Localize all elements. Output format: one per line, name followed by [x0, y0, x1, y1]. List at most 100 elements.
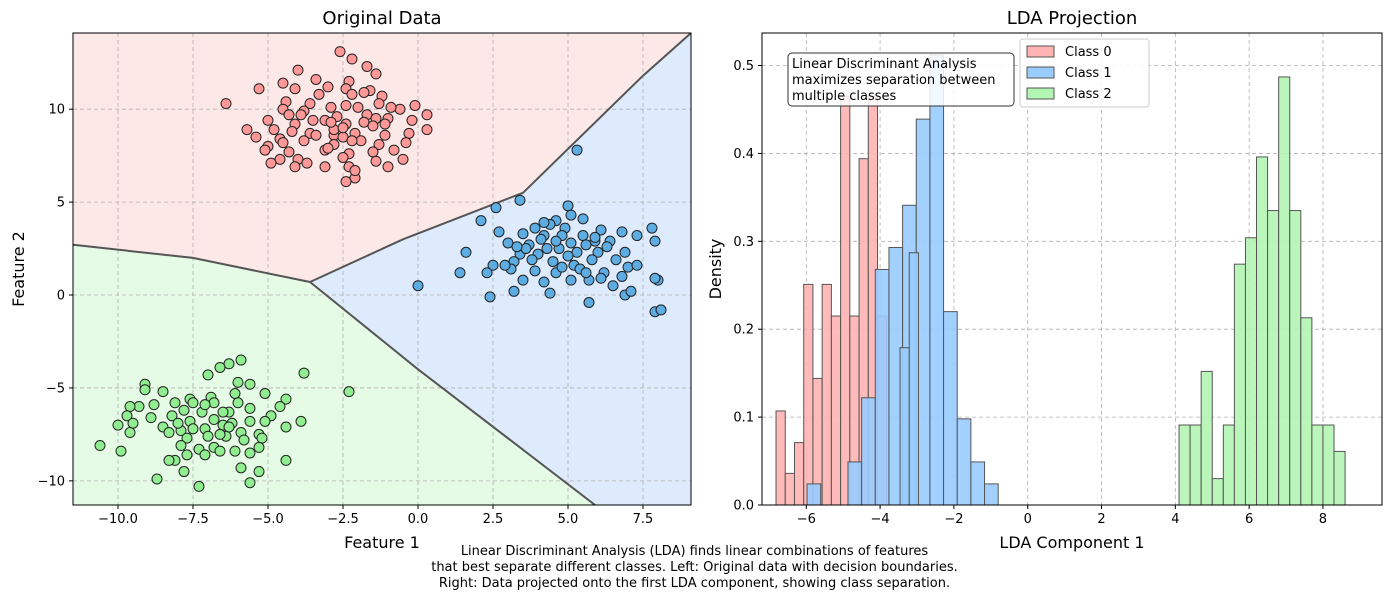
- point-class-0-3: [370, 68, 382, 80]
- left-ytick-label-4: 10: [48, 103, 65, 118]
- decision-boundary-0: [309, 33, 691, 283]
- point-class-0-32: [307, 114, 319, 126]
- annotation-line-1: maximizes separation between: [792, 73, 996, 88]
- legend-label-2: Class 2: [1065, 87, 1112, 102]
- decision-boundary-1: [73, 243, 311, 283]
- point-class-0-73: [397, 153, 409, 165]
- point-class-1-69: [580, 239, 592, 251]
- point-class-1-70: [601, 241, 613, 253]
- point-class-1-32: [592, 246, 604, 258]
- left-ytick-label-0: −10: [38, 474, 65, 489]
- point-class-2-79: [244, 402, 256, 414]
- point-class-0-78: [265, 157, 277, 169]
- point-class-0-20: [373, 98, 385, 110]
- point-class-2-61: [280, 454, 292, 466]
- point-class-0-9: [322, 81, 334, 93]
- left-xtick-label-6: 5.0: [558, 512, 579, 527]
- bar-series-2-8: [1267, 210, 1280, 505]
- point-class-0-4: [292, 64, 304, 76]
- bar-series-1-12: [970, 461, 986, 505]
- point-class-0-26: [352, 101, 364, 113]
- point-class-0-64: [283, 146, 295, 158]
- point-class-2-7: [343, 386, 355, 398]
- point-class-0-74: [301, 157, 313, 169]
- point-class-2-30: [145, 412, 157, 424]
- point-class-2-60: [253, 441, 265, 453]
- point-class-2-23: [124, 401, 136, 413]
- point-class-2-10: [157, 386, 169, 398]
- right-ytick-label-5: 0.5: [733, 59, 754, 74]
- point-class-2-15: [229, 388, 241, 400]
- point-class-1-53: [538, 276, 550, 288]
- right-ytick-label-2: 0.2: [733, 323, 754, 338]
- point-class-1-72: [562, 250, 574, 262]
- point-class-2-12: [280, 393, 292, 405]
- bar-series-2-7: [1256, 156, 1269, 505]
- point-class-0-62: [400, 137, 412, 149]
- point-class-0-8: [277, 77, 289, 89]
- region-class-1: [310, 33, 691, 505]
- right-xtick-label-5: 4: [1171, 512, 1179, 527]
- point-class-1-66: [655, 304, 667, 316]
- right-x-axis-label: LDA Component 1: [999, 533, 1144, 552]
- point-class-2-31: [166, 410, 178, 422]
- point-class-2-52: [256, 432, 268, 444]
- point-class-0-86: [295, 109, 307, 121]
- point-class-2-38: [127, 417, 139, 429]
- bar-series-2-3: [1211, 478, 1224, 505]
- point-class-0-67: [367, 146, 379, 158]
- point-class-2-6: [244, 378, 256, 390]
- point-class-2-59: [244, 447, 256, 459]
- point-class-0-15: [346, 88, 358, 100]
- point-class-2-75: [214, 428, 226, 440]
- bar-series-1-3: [847, 461, 863, 505]
- left-ytick-label-2: 0: [57, 289, 65, 304]
- left-axes-frame: [72, 32, 692, 506]
- point-class-1-34: [487, 259, 499, 271]
- point-class-1-39: [586, 254, 598, 266]
- point-class-1-50: [631, 259, 643, 271]
- point-class-2-51: [238, 434, 250, 446]
- bar-series-0-3: [803, 283, 814, 505]
- region-class-0: [73, 33, 691, 282]
- point-class-0-45: [286, 125, 298, 137]
- point-class-0-60: [346, 135, 358, 147]
- point-class-1-4: [577, 213, 589, 225]
- bar-series-2-14: [1333, 450, 1346, 505]
- point-class-1-73: [511, 241, 523, 253]
- legend-swatch-0: [1026, 45, 1055, 58]
- point-class-0-71: [337, 152, 349, 164]
- point-class-1-11: [595, 224, 607, 236]
- point-class-2-77: [223, 421, 235, 433]
- point-class-2-58: [229, 445, 241, 457]
- bar-series-0-7: [840, 95, 851, 505]
- point-class-2-1: [223, 358, 235, 370]
- bar-series-0-6: [830, 315, 842, 505]
- point-class-1-79: [550, 235, 562, 247]
- point-class-1-24: [565, 237, 577, 249]
- figure-caption-line-2: that best separate different classes. Le…: [431, 560, 958, 575]
- point-class-2-5: [232, 376, 244, 388]
- left-xtick-label-0: −10.0: [98, 512, 138, 527]
- point-class-0-43: [406, 114, 418, 126]
- point-class-2-72: [193, 480, 205, 492]
- left-xtick-label-7: 7.5: [633, 512, 654, 527]
- point-class-1-42: [454, 267, 466, 279]
- point-class-0-87: [379, 129, 391, 141]
- point-class-0-13: [220, 98, 232, 110]
- point-class-1-2: [562, 200, 574, 212]
- point-class-0-21: [409, 99, 421, 111]
- point-class-1-40: [610, 254, 622, 266]
- point-class-0-53: [337, 131, 349, 143]
- bar-series-0-2: [793, 442, 805, 505]
- point-class-1-18: [631, 230, 643, 242]
- point-class-2-24: [178, 404, 190, 416]
- point-class-1-61: [484, 291, 496, 303]
- point-class-2-2: [214, 361, 226, 373]
- point-class-2-71: [244, 477, 256, 489]
- point-class-0-42: [358, 116, 370, 128]
- point-class-0-18: [304, 98, 316, 110]
- point-class-2-21: [232, 397, 244, 409]
- point-class-0-1: [346, 53, 358, 65]
